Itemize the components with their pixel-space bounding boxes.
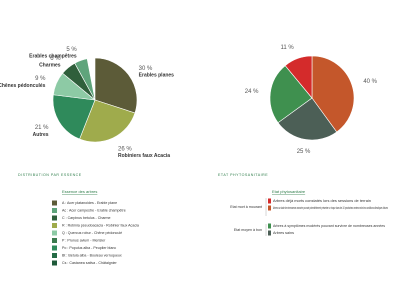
legend-swatch	[52, 238, 57, 243]
legend-group: Etat moyen à bon	[234, 228, 262, 232]
legend-item: A : Acer platanoides - Erable plane	[62, 201, 117, 205]
legend-item: R : Robinia pseudoacacia - Robinier faux…	[62, 223, 139, 227]
value-label: 24 %	[245, 89, 259, 95]
legend-item: Arbres à symptômes modérés pouvant survi…	[273, 224, 385, 228]
value-label: 40 %	[363, 79, 377, 85]
legend-item: Q : Quercus robur - Chêne pédonculé	[62, 231, 122, 235]
legend-swatch	[52, 223, 57, 228]
legend-swatch	[52, 208, 57, 213]
legend-item: Po : Populus alba - Peuplier blanc	[62, 246, 116, 250]
legend-group: Etat mort à mourant	[230, 205, 262, 209]
slice-label: Erables champêtres	[29, 54, 77, 60]
legend-swatch	[268, 198, 271, 204]
slice-label: Erables planes	[139, 73, 175, 79]
legend-item: C : Carpinus betulus - Charme	[62, 216, 111, 220]
value-label: 21 %	[35, 125, 49, 131]
legend-item: Arbres sains	[273, 231, 294, 235]
value-label: 11 %	[280, 45, 294, 51]
subtitle: ETAT PHYTOSANITAIRE	[218, 173, 268, 177]
pie-slice	[269, 65, 313, 124]
legend-swatch	[52, 200, 57, 206]
slice-label: Autres	[33, 132, 49, 138]
value-label: 30 %	[139, 66, 153, 72]
pie-slice	[284, 55, 313, 99]
pie-slice	[311, 55, 355, 133]
legend-swatch	[268, 223, 271, 229]
legend-swatch	[52, 260, 57, 266]
pie-slice	[74, 58, 96, 101]
legend-title: Etat phytosanitaire	[272, 189, 306, 194]
legend-swatch	[52, 215, 57, 221]
legend-item: Cs : Castanea sativa - Châtaignier	[62, 261, 118, 265]
slice-label: Robiniers faux Acacia	[118, 153, 170, 159]
slice-label: Chênes pédonculés	[0, 83, 46, 89]
legend-item: Bt : Betula alba - Bouleau verruqueux	[62, 253, 122, 257]
legend-item: P : Prunus avium - Merisier	[62, 238, 106, 242]
slice-label: Charmes	[39, 63, 61, 69]
legend-item: Arbres déjà morts constatés lors des ses…	[273, 199, 371, 203]
legend-item: Arbres au stade de sénescence avancée po…	[273, 206, 388, 210]
value-label: 25 %	[297, 149, 311, 155]
legend-swatch	[52, 230, 57, 236]
legend-swatch	[52, 253, 57, 258]
legend-swatch	[268, 205, 271, 211]
value-label: 5 %	[66, 47, 77, 53]
legend-swatch	[268, 230, 271, 236]
subtitle: DISTRIBUTION PAR ESSENCE	[18, 173, 82, 177]
pie-slice	[52, 94, 96, 140]
value-label: 26 %	[118, 146, 132, 152]
pie-slice	[79, 99, 136, 143]
value-label: 6 %	[50, 56, 61, 62]
legend-title: Essence des arbres	[62, 189, 97, 194]
value-label: 9 %	[35, 76, 46, 82]
legend-swatch	[52, 245, 57, 251]
pie-slice	[94, 57, 138, 114]
legend-item: Ac : Acer campestre - Erable champêtre	[62, 208, 126, 212]
pie-slice	[277, 97, 338, 141]
